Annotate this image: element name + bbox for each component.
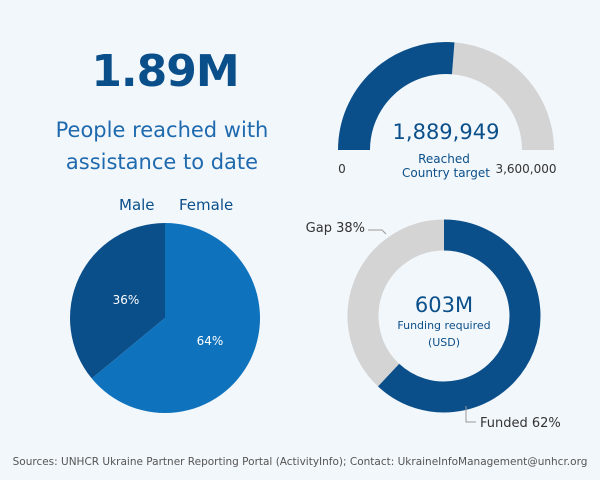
gauge-chart: 1,889,949 Reached Country target 0 3,600… xyxy=(338,42,557,180)
pie-slice-female xyxy=(91,223,261,413)
pie-slice-male xyxy=(70,223,165,379)
donut-center-caption-line2: (USD) xyxy=(428,336,460,349)
pie-legend-female: Female xyxy=(179,196,234,214)
pie-label-male: 36% xyxy=(113,293,140,307)
donut-center-value: 603M xyxy=(415,293,473,317)
headline-subtitle-line2: assistance to date xyxy=(65,150,259,174)
headline-value: 1.89M xyxy=(91,46,239,97)
donut-chart: 603M Funding required (USD) Gap 38% Fund… xyxy=(306,219,561,431)
gauge-filled-arc xyxy=(338,42,455,151)
pie-chart: 36% 64% xyxy=(70,223,261,413)
donut-center-caption-line1: Funding required xyxy=(397,319,490,332)
source-note: Sources: UNHCR Ukraine Partner Reporting… xyxy=(12,456,588,468)
pie-legend-male: Male xyxy=(119,196,155,214)
donut-slice-funded xyxy=(377,219,541,413)
gauge-caption-reached: Reached xyxy=(418,152,470,166)
gauge-min-label: 0 xyxy=(338,162,346,176)
headline-subtitle-line1: People reached with xyxy=(55,118,269,142)
donut-funded-label: Funded 62% xyxy=(480,416,561,431)
donut-funded-leader-line xyxy=(465,406,476,423)
gauge-max-label: 3,600,000 xyxy=(495,162,556,176)
donut-gap-leader-line xyxy=(368,229,387,235)
donut-slice-gap xyxy=(347,219,445,387)
gauge-caption-target: Country target xyxy=(402,166,490,180)
headline-subtitle: People reached with assistance to date xyxy=(0,114,324,178)
gauge-value-label: 1,889,949 xyxy=(393,120,500,144)
gauge-remaining-arc xyxy=(451,42,554,151)
donut-gap-label: Gap 38% xyxy=(306,221,365,236)
pie-label-female: 64% xyxy=(197,334,224,348)
